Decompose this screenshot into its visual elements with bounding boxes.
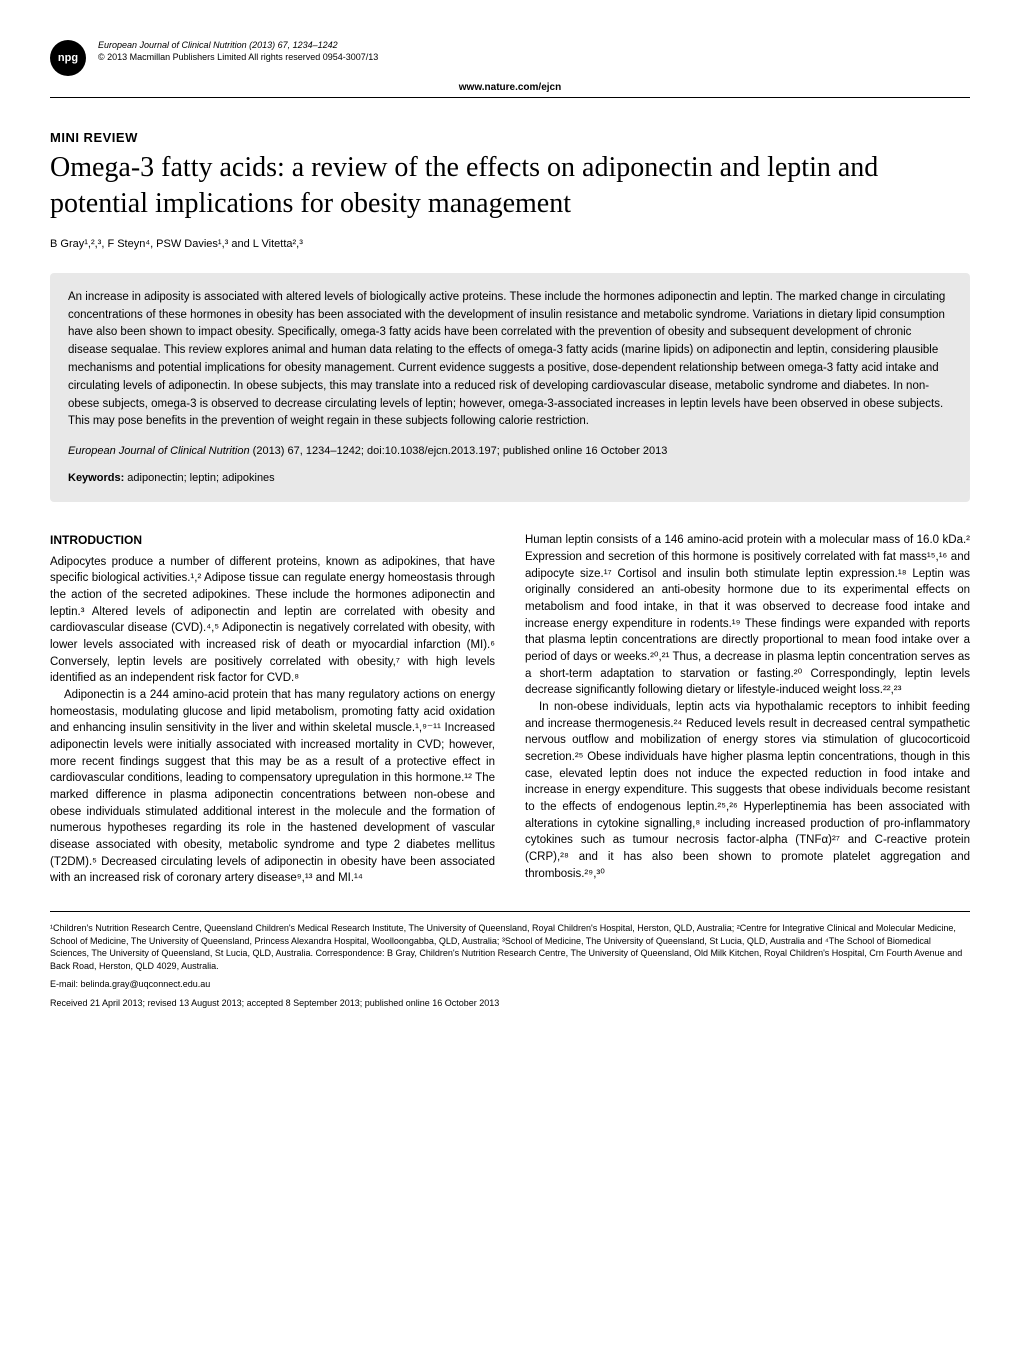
journal-line-2: © 2013 Macmillan Publishers Limited All …: [98, 52, 378, 64]
journal-line-1: European Journal of Clinical Nutrition (…: [98, 40, 378, 52]
footer: ¹Children's Nutrition Research Centre, Q…: [50, 911, 970, 1010]
body-paragraph: Adipocytes produce a number of different…: [50, 554, 495, 687]
journal-header: npg European Journal of Clinical Nutriti…: [50, 40, 970, 76]
npg-badge: npg: [50, 40, 86, 76]
citation-details: (2013) 67, 1234–1242; doi:10.1038/ejcn.2…: [250, 445, 668, 457]
keywords-list: adiponectin; leptin; adipokines: [127, 472, 274, 484]
header-divider: [50, 97, 970, 98]
website-url: www.nature.com/ejcn: [50, 80, 970, 95]
left-column: INTRODUCTION Adipocytes produce a number…: [50, 532, 495, 887]
affiliations: ¹Children's Nutrition Research Centre, Q…: [50, 922, 970, 972]
abstract-text: An increase in adiposity is associated w…: [68, 289, 952, 432]
citation: European Journal of Clinical Nutrition (…: [68, 443, 952, 460]
body-paragraph: Adiponectin is a 244 amino-acid protein …: [50, 687, 495, 887]
citation-journal: European Journal of Clinical Nutrition: [68, 445, 250, 457]
keywords: Keywords: adiponectin; leptin; adipokine…: [68, 470, 952, 487]
right-column: Human leptin consists of a 146 amino-aci…: [525, 532, 970, 887]
keywords-label: Keywords:: [68, 472, 127, 484]
authors: B Gray¹,²,³, F Steyn⁴, PSW Davies¹,³ and…: [50, 236, 970, 253]
body-paragraph: In non-obese individuals, leptin acts vi…: [525, 699, 970, 882]
body-columns: INTRODUCTION Adipocytes produce a number…: [50, 532, 970, 887]
article-title: Omega-3 fatty acids: a review of the eff…: [50, 150, 970, 223]
abstract-box: An increase in adiposity is associated w…: [50, 273, 970, 503]
publication-dates: Received 21 April 2013; revised 13 Augus…: [50, 997, 970, 1010]
correspondence-email: E-mail: belinda.gray@uqconnect.edu.au: [50, 978, 970, 991]
body-paragraph: Human leptin consists of a 146 amino-aci…: [525, 532, 970, 699]
journal-info: European Journal of Clinical Nutrition (…: [98, 40, 378, 63]
intro-heading: INTRODUCTION: [50, 532, 495, 549]
section-label: MINI REVIEW: [50, 128, 970, 148]
